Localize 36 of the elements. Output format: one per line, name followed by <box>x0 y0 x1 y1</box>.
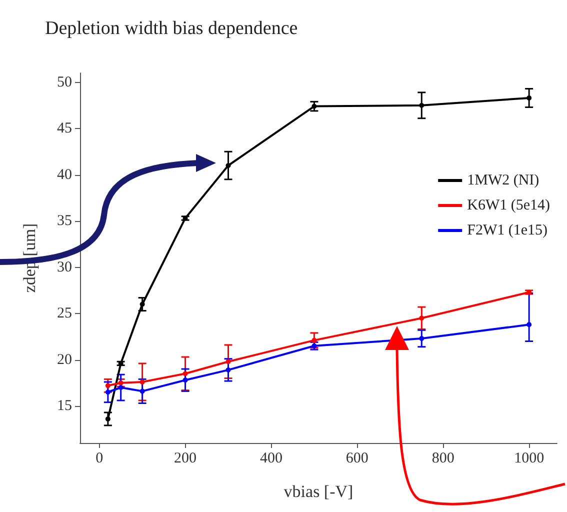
x-tick-label: 600 <box>346 450 368 466</box>
x-tick-label: 0 <box>96 450 104 466</box>
point <box>105 383 110 388</box>
point <box>226 367 231 372</box>
point <box>226 163 231 168</box>
point <box>140 388 145 394</box>
legend-label: K6W1 (5e14) <box>467 198 550 214</box>
y-tick-label: 25 <box>57 306 72 322</box>
point <box>419 102 424 108</box>
point <box>226 359 231 364</box>
point <box>182 371 188 376</box>
legend-label: F2W1 (1e15) <box>467 222 548 238</box>
point <box>526 322 532 328</box>
legend-label: 1MW2 (NI) <box>467 172 540 188</box>
point <box>182 378 188 383</box>
x-tick-label: 1000 <box>514 450 544 466</box>
x-axis-title: vbias [-V] <box>284 482 354 501</box>
point <box>312 338 317 343</box>
point <box>419 336 424 341</box>
point <box>140 302 145 307</box>
y-tick-label: 35 <box>57 213 72 229</box>
y-tick-label: 40 <box>57 166 72 183</box>
point <box>140 379 145 384</box>
y-tick-label: 20 <box>57 352 72 368</box>
chart-title: Depletion width bias dependence <box>45 18 298 39</box>
point <box>118 385 124 390</box>
y-tick-label: 50 <box>57 74 72 90</box>
y-tick-label: 30 <box>57 259 72 276</box>
x-tick-label: 400 <box>260 450 282 466</box>
point <box>105 416 110 422</box>
point <box>526 95 532 100</box>
x-tick-label: 200 <box>174 450 197 466</box>
y-tick-label: 45 <box>57 120 72 136</box>
y-tick-label: 15 <box>57 398 72 414</box>
x-tick-label: 800 <box>432 450 454 466</box>
point <box>419 316 424 321</box>
